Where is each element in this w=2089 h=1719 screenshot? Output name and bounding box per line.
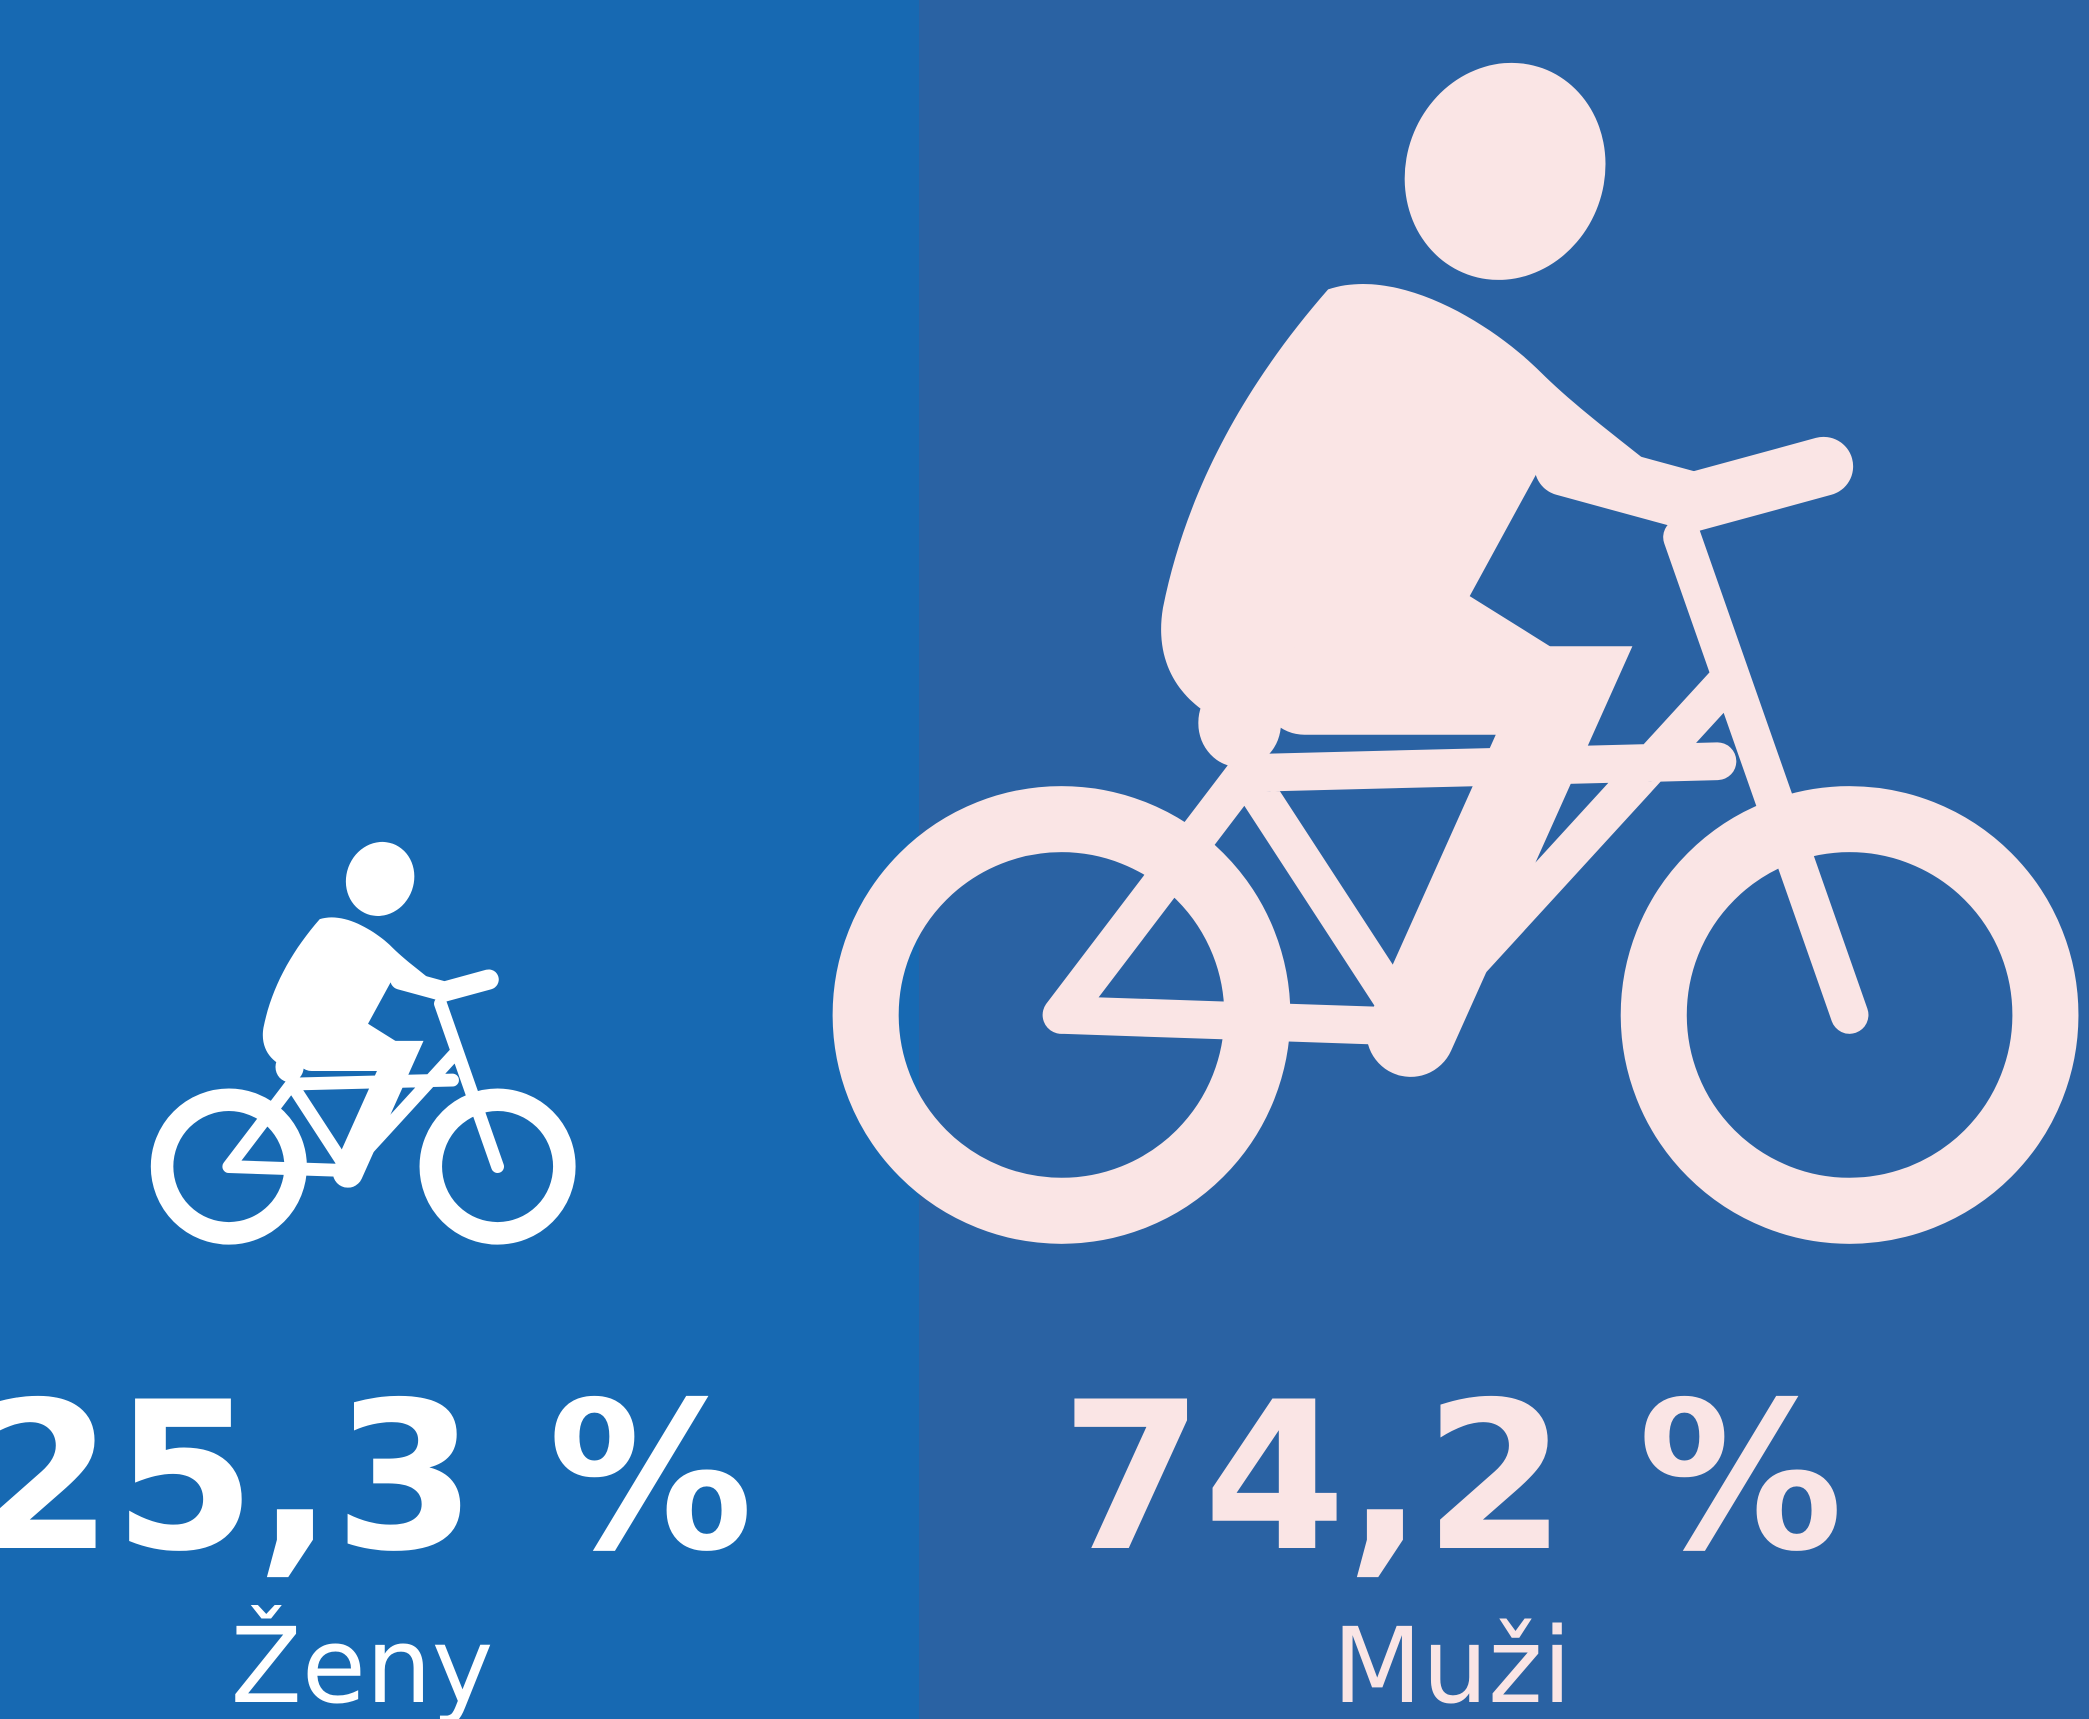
torso	[262, 917, 445, 1069]
head	[1404, 62, 1606, 280]
arm	[1534, 436, 1854, 533]
front-wheel	[1620, 786, 2079, 1244]
head	[345, 841, 415, 916]
category-label: Muži	[1332, 1605, 1571, 1719]
front-wheel	[419, 1088, 576, 1245]
arm	[390, 969, 499, 1002]
panel	[0, 0, 919, 1719]
cyclist-icon	[150, 841, 576, 1245]
seat	[1198, 678, 1281, 768]
seat	[275, 1051, 304, 1083]
value-label: 25,3 %	[0, 1359, 753, 1597]
value-label: 74,2 %	[1061, 1359, 1844, 1597]
torso	[1161, 284, 1694, 726]
cyclist-icon	[832, 62, 2079, 1244]
leg	[296, 1040, 424, 1188]
leg	[1260, 646, 1633, 1077]
category-label: Ženy	[231, 1605, 494, 1719]
